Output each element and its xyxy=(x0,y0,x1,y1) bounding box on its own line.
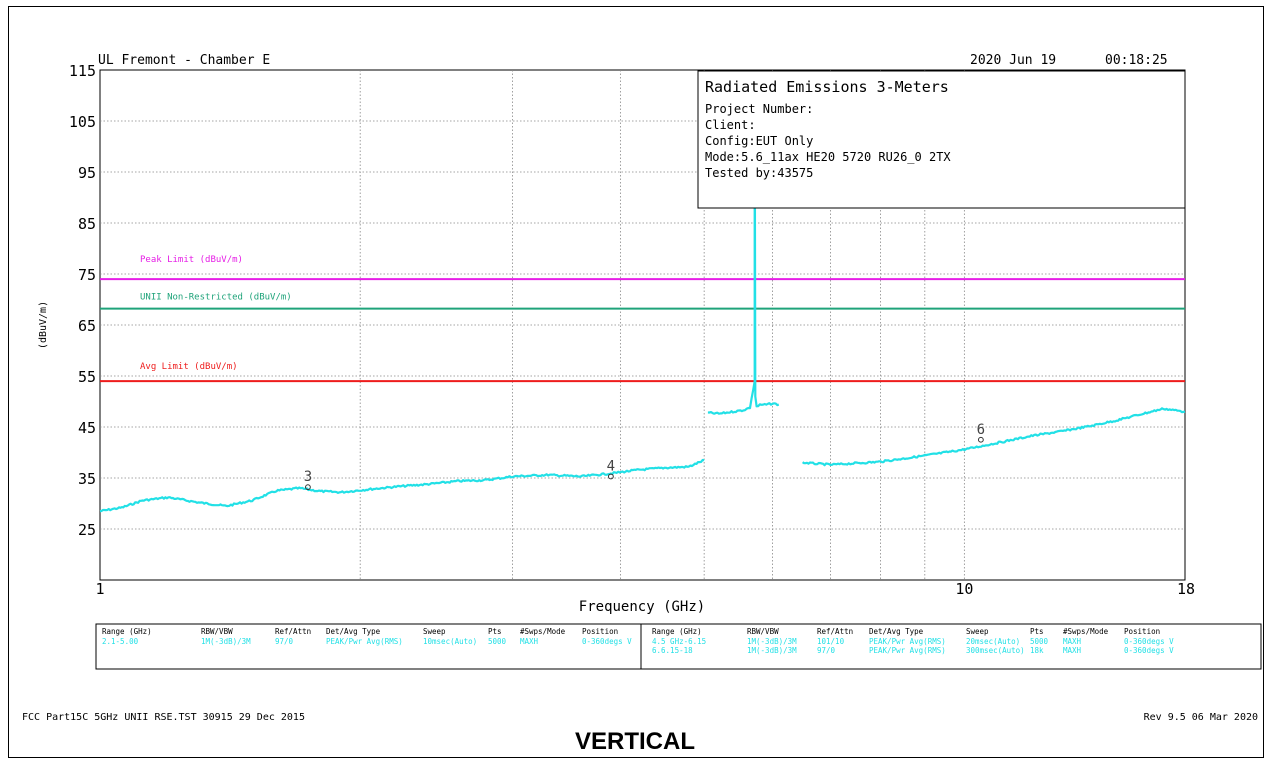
table-value-cell: MAXH xyxy=(1063,637,1082,646)
table-value-cell: 20msec(Auto) xyxy=(966,637,1020,646)
y-tick-label: 45 xyxy=(78,419,96,437)
table-value-cell: PEAK/Pwr Avg(RMS) xyxy=(869,646,946,655)
table-header-cell: Position xyxy=(582,627,618,636)
table-header-cell: #Swps/Mode xyxy=(520,627,566,636)
x-tick-label: 1 xyxy=(95,580,104,598)
y-tick-label: 105 xyxy=(69,113,96,131)
header-date: 2020 Jun 19 xyxy=(970,53,1056,68)
y-tick-label: 75 xyxy=(78,266,96,284)
settings-table-cells: Range (GHz) Range (GHz) RBW/VBW RBW/VBW Ref/… xyxy=(102,627,1174,655)
table-value-cell: 101/10 xyxy=(817,637,845,646)
marker-label: 3 xyxy=(304,469,312,485)
figure-frame xyxy=(8,6,1264,758)
table-header-cell: Position xyxy=(1124,627,1160,636)
footer-right: Rev 9.5 06 Mar 2020 xyxy=(1143,712,1258,723)
y-tick-label: 115 xyxy=(69,62,96,80)
x-axis-ticks: 1 10 18 xyxy=(95,580,1195,598)
info-line-mode: Mode:5.6_11ax HE20 5720 RU26_0 2TX xyxy=(705,150,951,164)
table-value-cell: 2.1-5.00 xyxy=(102,637,139,646)
y-tick-label: 25 xyxy=(78,521,96,539)
table-value-cell: 97/0 xyxy=(275,637,294,646)
table-value-cell: 300msec(Auto) xyxy=(966,646,1025,655)
table-value-cell: 1M(-3dB)/3M xyxy=(747,646,797,655)
marker-point xyxy=(305,484,311,491)
table-value-cell: 0-360degs V xyxy=(582,637,632,646)
y-tick-label: 65 xyxy=(78,317,96,335)
table-value-cell: 18k xyxy=(1030,646,1044,655)
marker-label: 6 xyxy=(977,422,985,438)
emission-trace xyxy=(707,94,780,415)
trace-layer xyxy=(99,94,1186,513)
limit-label: Avg Limit (dBuV/m) xyxy=(140,362,238,372)
info-line-tested-by: Tested by:43575 xyxy=(705,166,813,180)
table-value-cell: 6.6.15-18 xyxy=(652,646,693,655)
info-line-project: Project Number: xyxy=(705,102,813,116)
table-value-cell: 10msec(Auto) xyxy=(423,637,477,646)
table-header-cell: Ref/Attn xyxy=(275,627,311,636)
y-tick-label: 55 xyxy=(78,368,96,386)
y-axis-ticks: 115 105 95 85 75 65 55 45 35 25 xyxy=(69,62,96,539)
table-header-cell: Pts xyxy=(488,627,502,636)
marker-point xyxy=(977,436,984,443)
limit-lines: Peak Limit (dBuV/m) UNII Non-Restricted (… xyxy=(100,255,1185,383)
table-header-cell: Range (GHz) xyxy=(652,627,702,636)
polarization-caption: VERTICAL xyxy=(575,728,695,755)
y-tick-label: 35 xyxy=(78,470,96,488)
table-header-cell: Ref/Attn xyxy=(817,627,853,636)
table-header-cell: RBW/VBW xyxy=(747,627,779,636)
table-header-cell: Det/Avg Type xyxy=(869,627,924,636)
table-header-cell: #Swps/Mode xyxy=(1063,627,1109,636)
table-header-cell: Det/Avg Type xyxy=(326,627,381,636)
table-value-cell: 97/0 xyxy=(817,646,836,655)
table-value-cell: MAXH xyxy=(520,637,539,646)
y-tick-label: 95 xyxy=(78,164,96,182)
table-value-cell: 5000 xyxy=(1030,637,1049,646)
emission-trace xyxy=(801,407,1186,467)
table-value-cell: 0-360degs V xyxy=(1124,646,1174,655)
marker-point xyxy=(607,473,614,480)
info-box xyxy=(697,70,1186,209)
y-tick-label: 85 xyxy=(78,215,96,233)
table-value-cell: PEAK/Pwr Avg(RMS) xyxy=(869,637,946,646)
info-line-client: Client: xyxy=(705,118,756,132)
table-header-cell: RBW/VBW xyxy=(201,627,233,636)
x-axis-label: Frequency (GHz) xyxy=(579,599,705,615)
table-header-cell: Range (GHz) xyxy=(102,627,152,636)
x-tick-label: 18 xyxy=(1177,580,1195,598)
table-value-cell: 1M(-3dB)/3M xyxy=(201,637,251,646)
table-value-cell: 4.5 GHz-6.15 xyxy=(652,637,706,646)
markers-layer: 3 4 6 xyxy=(304,422,985,491)
table-value-cell: PEAK/Pwr Avg(RMS) xyxy=(326,637,403,646)
limit-label: UNII Non-Restricted (dBuV/m) xyxy=(140,293,292,303)
header-time: 00:18:25 xyxy=(1105,53,1168,68)
footer-left: FCC Part15C 5GHz UNII RSE.TST 30915 29 D… xyxy=(22,712,305,723)
y-axis-label: (dBuV/m) xyxy=(38,301,49,349)
table-header-cell: Pts xyxy=(1030,627,1044,636)
table-value-cell: MAXH xyxy=(1063,646,1082,655)
table-value-cell: 5000 xyxy=(488,637,507,646)
table-header-cell: Sweep xyxy=(423,627,446,636)
emission-trace xyxy=(99,458,705,513)
info-box-title: Radiated Emissions 3-Meters xyxy=(705,78,949,96)
x-tick-label: 10 xyxy=(955,580,973,598)
settings-table xyxy=(95,623,1262,670)
limit-label: Peak Limit (dBuV/m) xyxy=(140,255,243,265)
site-title: UL Fremont - Chamber E xyxy=(98,53,270,68)
marker-label: 4 xyxy=(607,458,615,474)
info-line-config: Config:EUT Only xyxy=(705,134,813,148)
table-header-cell: Sweep xyxy=(966,627,989,636)
table-value-cell: 1M(-3dB)/3M xyxy=(747,637,797,646)
table-value-cell: 0-360degs V xyxy=(1124,637,1174,646)
